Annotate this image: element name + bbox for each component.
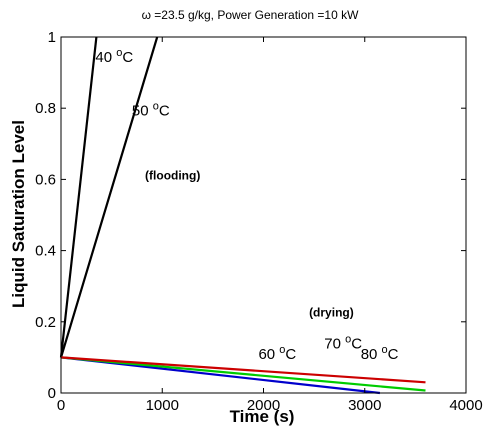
- x-tick-label: 1000: [146, 397, 179, 414]
- series-annotation: 80 oC: [361, 344, 399, 363]
- y-tick-label: 1: [48, 29, 56, 46]
- series-line-4: [60, 356, 426, 392]
- axes-group: 0 1000 2000 3000 4000 0 0.2 0.4 0.6 0.8 1: [35, 29, 483, 414]
- series-line-3: [60, 356, 381, 395]
- x-axis-label: Time (s): [230, 407, 295, 426]
- plot-area: [61, 37, 466, 393]
- chart-title: ω =23.5 g/kg, Power Generation =10 kW: [142, 8, 359, 22]
- y-tick-label: 0.8: [35, 100, 56, 117]
- x-tick-label: 0: [57, 397, 65, 414]
- series-line-1: [59, 36, 98, 358]
- x-tick-label: 4000: [449, 397, 482, 414]
- series-annotation: 40 oC: [95, 47, 133, 66]
- y-tick-label: 0.2: [35, 314, 56, 331]
- series-annotation: 70 oC: [324, 334, 362, 353]
- series-annotation: 60 oC: [258, 344, 296, 363]
- y-tick-label: 0.6: [35, 171, 56, 188]
- series-annotation: 50 oC: [132, 100, 170, 119]
- series-line-2: [59, 36, 159, 358]
- region-annotation: (flooding): [145, 168, 200, 182]
- region-annotation: (drying): [309, 305, 354, 319]
- series-line-5: [60, 356, 426, 384]
- y-tick-label: 0.4: [35, 243, 56, 260]
- y-axis-label: Liquid Saturation Level: [9, 120, 28, 308]
- plot-background: [61, 37, 466, 393]
- x-tick-label: 2000: [247, 397, 280, 414]
- y-tick-label: 0: [48, 385, 56, 402]
- x-tick-label: 3000: [348, 397, 381, 414]
- annotations-group: 40 oC 50 oC (flooding) (drying) 60 oC 70 oC80…: [95, 47, 398, 363]
- series-group: [59, 36, 426, 395]
